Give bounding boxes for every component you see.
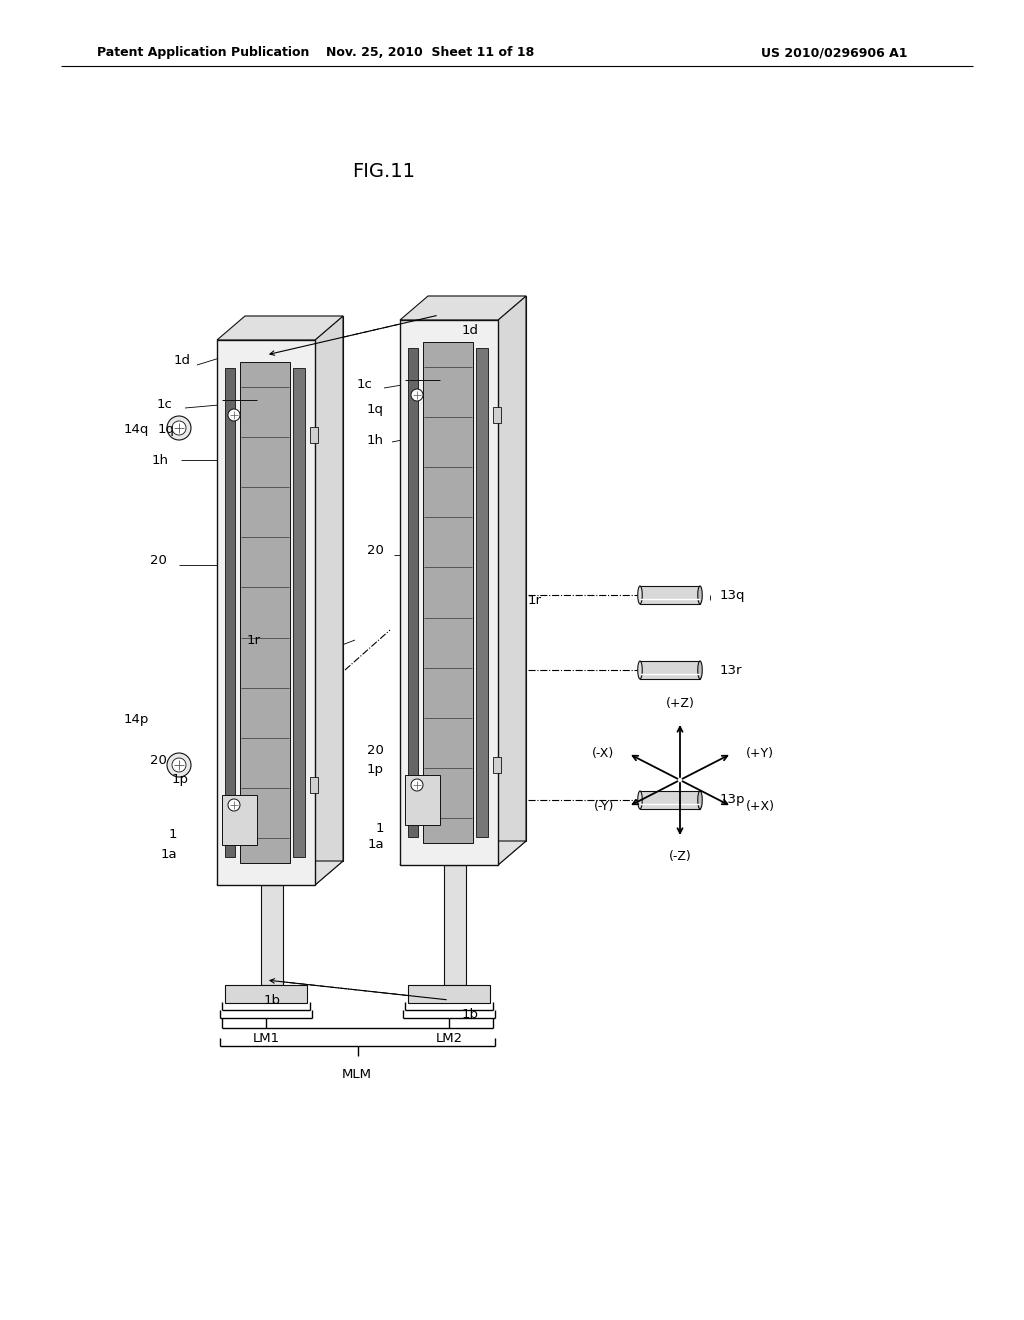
Bar	[240, 362, 290, 863]
Circle shape	[228, 799, 240, 810]
Polygon shape	[498, 296, 526, 865]
Circle shape	[172, 758, 186, 772]
Circle shape	[167, 416, 191, 440]
Text: 1a: 1a	[161, 849, 177, 862]
Bar	[310, 426, 318, 444]
Text: 1b: 1b	[462, 1008, 478, 1022]
Bar	[225, 368, 234, 857]
Text: 1: 1	[169, 829, 177, 842]
Text: (-Z): (-Z)	[669, 850, 691, 863]
Text: 1b: 1b	[263, 994, 281, 1006]
Bar	[640, 661, 700, 678]
Bar	[408, 348, 418, 837]
Polygon shape	[217, 861, 343, 884]
Bar	[408, 985, 490, 1003]
Circle shape	[228, 409, 240, 421]
Circle shape	[411, 779, 423, 791]
Bar	[444, 865, 466, 985]
Text: FIG.11: FIG.11	[352, 162, 416, 181]
Bar	[222, 795, 257, 845]
Text: 13r: 13r	[720, 664, 742, 676]
Text: 20: 20	[368, 544, 384, 557]
Text: Nov. 25, 2010  Sheet 11 of 18: Nov. 25, 2010 Sheet 11 of 18	[326, 46, 535, 59]
Text: US 2010/0296906 A1: US 2010/0296906 A1	[761, 46, 908, 59]
Text: (-X): (-X)	[592, 747, 614, 760]
Text: 13p: 13p	[720, 793, 745, 807]
Ellipse shape	[638, 586, 642, 605]
Circle shape	[167, 752, 191, 777]
Text: (+Z): (+Z)	[666, 697, 694, 710]
Text: 13q: 13q	[720, 589, 745, 602]
Text: MLM: MLM	[342, 1068, 372, 1081]
Bar	[423, 342, 473, 843]
Bar	[640, 791, 700, 809]
Bar	[261, 884, 283, 985]
Ellipse shape	[697, 791, 702, 809]
Text: 1q: 1q	[367, 404, 384, 417]
Ellipse shape	[697, 661, 702, 678]
Ellipse shape	[638, 791, 642, 809]
Polygon shape	[217, 315, 343, 341]
Text: 1p: 1p	[367, 763, 384, 776]
Circle shape	[411, 389, 423, 401]
Bar	[428, 296, 526, 841]
Text: 20: 20	[151, 754, 167, 767]
Bar	[310, 777, 318, 793]
Text: LM1: LM1	[253, 1031, 280, 1044]
Bar	[476, 348, 488, 837]
Text: 1p: 1p	[172, 774, 189, 787]
Bar	[293, 368, 305, 857]
Bar	[406, 775, 440, 825]
Polygon shape	[400, 296, 526, 319]
Ellipse shape	[697, 586, 702, 605]
Text: 1: 1	[376, 821, 384, 834]
Bar	[493, 756, 501, 774]
Text: 14p: 14p	[124, 714, 150, 726]
Text: LM2: LM2	[435, 1031, 463, 1044]
Text: 1d: 1d	[462, 323, 478, 337]
Ellipse shape	[638, 661, 642, 678]
Text: 1d: 1d	[173, 354, 190, 367]
Bar	[217, 341, 315, 884]
Polygon shape	[315, 315, 343, 884]
Bar	[245, 315, 343, 861]
Text: 1c: 1c	[356, 379, 372, 392]
Bar	[225, 985, 307, 1003]
Bar	[493, 407, 501, 422]
Text: 20: 20	[368, 743, 384, 756]
Text: 20: 20	[151, 553, 167, 566]
Text: 14q: 14q	[124, 424, 150, 437]
Text: (+X): (+X)	[745, 800, 774, 813]
Text: Patent Application Publication: Patent Application Publication	[97, 46, 309, 59]
Text: (+Y): (+Y)	[745, 747, 773, 760]
Bar	[640, 586, 700, 605]
Text: (-Y): (-Y)	[594, 800, 614, 813]
Text: 1h: 1h	[152, 454, 169, 466]
Text: 1q: 1q	[158, 424, 175, 437]
Circle shape	[172, 421, 186, 436]
Bar	[400, 319, 498, 865]
Text: 1h: 1h	[367, 433, 384, 446]
Text: 1a: 1a	[368, 837, 384, 850]
Text: 1c: 1c	[156, 399, 172, 412]
Text: 1r: 1r	[528, 594, 542, 606]
Polygon shape	[400, 841, 526, 865]
Text: 1r: 1r	[247, 634, 261, 647]
